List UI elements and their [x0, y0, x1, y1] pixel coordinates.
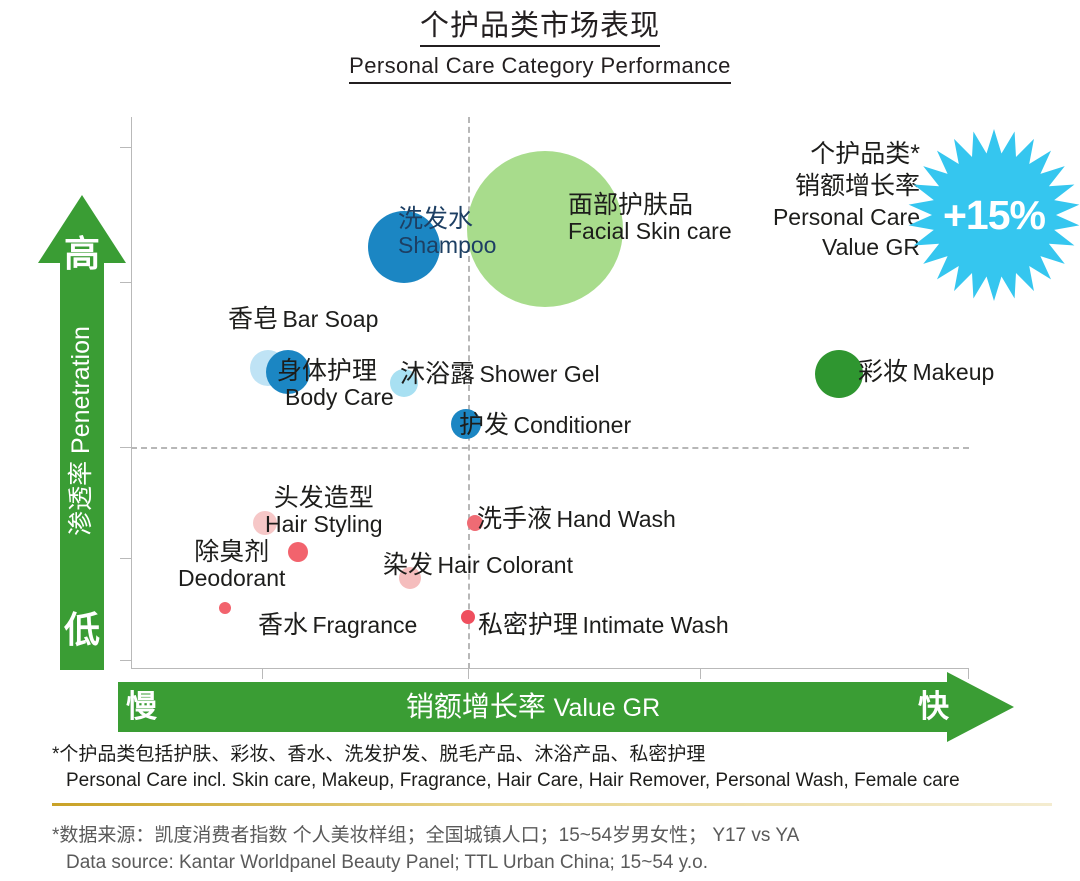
- bubble-label-cn: 彩妆: [858, 358, 909, 386]
- growth-callout: 个护品类* 销额增长率 Personal Care Value GR: [745, 138, 920, 268]
- bubble-label-body-care: 身体护理 Body Care: [277, 357, 394, 411]
- callout-line-3: Personal Care: [772, 204, 920, 230]
- y-axis-tick: [120, 660, 131, 661]
- bubble-label-hand-wash: 洗手液 Hand Wash: [477, 505, 676, 533]
- bubble-label-shower-gel: 沐浴露 Shower Gel: [400, 360, 600, 388]
- bubble-label-en: Shower Gel: [479, 361, 600, 387]
- bubble-label-cn: 私密护理: [478, 611, 579, 639]
- x-axis-tick: [468, 668, 469, 679]
- growth-badge-value: +15%: [942, 191, 1046, 238]
- bubble-label-cn: 香皂: [228, 305, 279, 333]
- title-block: 个护品类市场表现 Personal Care Category Performa…: [0, 8, 1080, 84]
- bubble-label-en: Facial Skin care: [568, 218, 732, 244]
- bubble-fragrance: [218, 601, 231, 614]
- bubble-makeup: [815, 350, 864, 399]
- callout-line-2: 销额增长率: [794, 172, 920, 200]
- bubble-label-deodorant: 除臭剂 Deodorant: [178, 538, 285, 592]
- y-axis-arrow: 高 渗透率 Penetration 低: [38, 195, 126, 670]
- divider-rule: [52, 803, 1052, 806]
- y-axis-tick: [120, 558, 131, 559]
- y-axis-line: [131, 117, 132, 669]
- y-axis-tick: [120, 147, 131, 148]
- bubble-conditioner: [451, 408, 482, 439]
- bubble-label-cn: 身体护理: [277, 357, 378, 385]
- bubble-label-cn: 洗发水: [398, 205, 474, 233]
- x-axis-title-cn: 销额增长率: [405, 691, 546, 722]
- y-axis-arrow-shaft: [60, 262, 104, 670]
- bubble-label-bar-soap: 香皂 Bar Soap: [228, 305, 378, 333]
- bubble-label-cn: 香水: [258, 611, 309, 639]
- page-title-cn: 个护品类市场表现: [419, 8, 660, 47]
- bubble-label-en: Makeup: [912, 359, 995, 385]
- bubble-deodorant: [287, 541, 308, 562]
- x-axis-tick: [700, 668, 701, 679]
- y-axis-title-en: Penetration: [67, 326, 95, 454]
- bubble-label-en: Body Care: [285, 384, 394, 410]
- data-source-cn: *数据来源：凯度消费者指数 个人美妆样组；全国城镇人口；15~54岁男女性； Y…: [52, 825, 800, 846]
- bubble-label-cn: 洗手液: [477, 505, 553, 533]
- data-source: *数据来源：凯度消费者指数 个人美妆样组；全国城镇人口；15~54岁男女性； Y…: [52, 822, 1052, 876]
- growth-badge: +15%: [908, 129, 1080, 301]
- bubble-label-makeup: 彩妆 Makeup: [858, 358, 994, 386]
- bubble-label-facial-skin-care: 面部护肤品 Facial Skin care: [568, 191, 732, 245]
- bubble-label-conditioner: 护发 Conditioner: [459, 411, 631, 439]
- starburst-icon: [908, 129, 1080, 301]
- arrow-right-icon: [947, 672, 1014, 742]
- data-source-en: Data source: Kantar Worldpanel Beauty Pa…: [66, 852, 708, 873]
- bubble-label-cn: 染发: [383, 551, 434, 579]
- y-axis-title: 渗透率 Penetration: [59, 266, 103, 596]
- bubble-label-shampoo: 洗发水 Shampoo: [398, 205, 496, 259]
- bubble-label-en: Shampoo: [398, 232, 497, 258]
- bubble-label-en: Hair Colorant: [437, 552, 573, 578]
- bubble-hair-colorant: [399, 566, 422, 589]
- bubble-label-cn: 面部护肤品: [568, 191, 694, 219]
- bubble-label-cn: 头发造型: [273, 484, 374, 512]
- footnote-cn: *个护品类包括护肤、彩妆、香水、洗发护发、脱毛产品、沐浴产品、私密护理: [52, 744, 706, 765]
- bubble-label-en: Deodorant: [178, 565, 286, 591]
- bubble-label-fragrance: 香水 Fragrance: [258, 611, 417, 639]
- y-axis-low-label: 低: [63, 609, 100, 650]
- bubble-label-cn: 除臭剂: [194, 538, 270, 566]
- bubble-label-en: Bar Soap: [282, 306, 379, 332]
- y-axis-tick: [120, 282, 131, 283]
- bubble-label-en: Fragrance: [312, 612, 418, 638]
- x-axis-slow-label: 慢: [126, 689, 157, 724]
- bubble-label-cn: 沐浴露: [400, 360, 476, 388]
- bubble-facial-skin-care: [466, 151, 623, 308]
- x-axis-tick: [262, 668, 263, 679]
- bubble-intimate-wash: [460, 610, 475, 625]
- x-axis-line: [131, 668, 969, 669]
- bubble-label-intimate-wash: 私密护理 Intimate Wash: [478, 611, 729, 639]
- y-axis-tick: [120, 447, 131, 448]
- bubble-label-en: Hand Wash: [556, 506, 676, 532]
- bubble-label-en: Intimate Wash: [582, 612, 729, 638]
- callout-line-4: Value GR: [821, 234, 920, 260]
- quadrant-divider-horizontal: [131, 447, 969, 449]
- bubble-label-hair-styling: 头发造型 Hair Styling: [265, 484, 383, 538]
- footnote-en: Personal Care incl. Skin care, Makeup, F…: [66, 770, 960, 791]
- x-axis-fast-label: 快: [918, 689, 949, 724]
- bubble-label-en: Hair Styling: [265, 511, 383, 537]
- x-axis-arrow: 慢 销额增长率 Value GR 快: [118, 672, 1014, 742]
- callout-line-1: 个护品类*: [810, 140, 920, 168]
- bubble-label-en: Conditioner: [513, 412, 632, 438]
- bubble-body-care: [265, 350, 310, 395]
- bubble-shampoo: [368, 211, 441, 284]
- x-axis-arrow-shaft: [118, 682, 948, 732]
- footnote: *个护品类包括护肤、彩妆、香水、洗发护发、脱毛产品、沐浴产品、私密护理 Pers…: [52, 742, 1052, 794]
- arrow-up-icon: [38, 195, 126, 263]
- y-axis-high-label: 高: [63, 233, 100, 274]
- page-title-en: Personal Care Category Performance: [349, 51, 731, 84]
- bubble-label-hair-colorant: 染发 Hair Colorant: [383, 551, 573, 579]
- x-axis-title: 销额增长率 Value GR: [118, 682, 948, 732]
- bubble-hair-styling: [253, 510, 278, 535]
- y-axis-title-cn: 渗透率: [67, 460, 95, 536]
- bubble-label-cn: 护发: [459, 411, 510, 439]
- quadrant-divider-vertical: [468, 117, 470, 669]
- bubble-shower-gel: [390, 369, 419, 398]
- bubble-hand-wash: [466, 515, 483, 532]
- x-axis-title-en: Value GR: [553, 694, 661, 722]
